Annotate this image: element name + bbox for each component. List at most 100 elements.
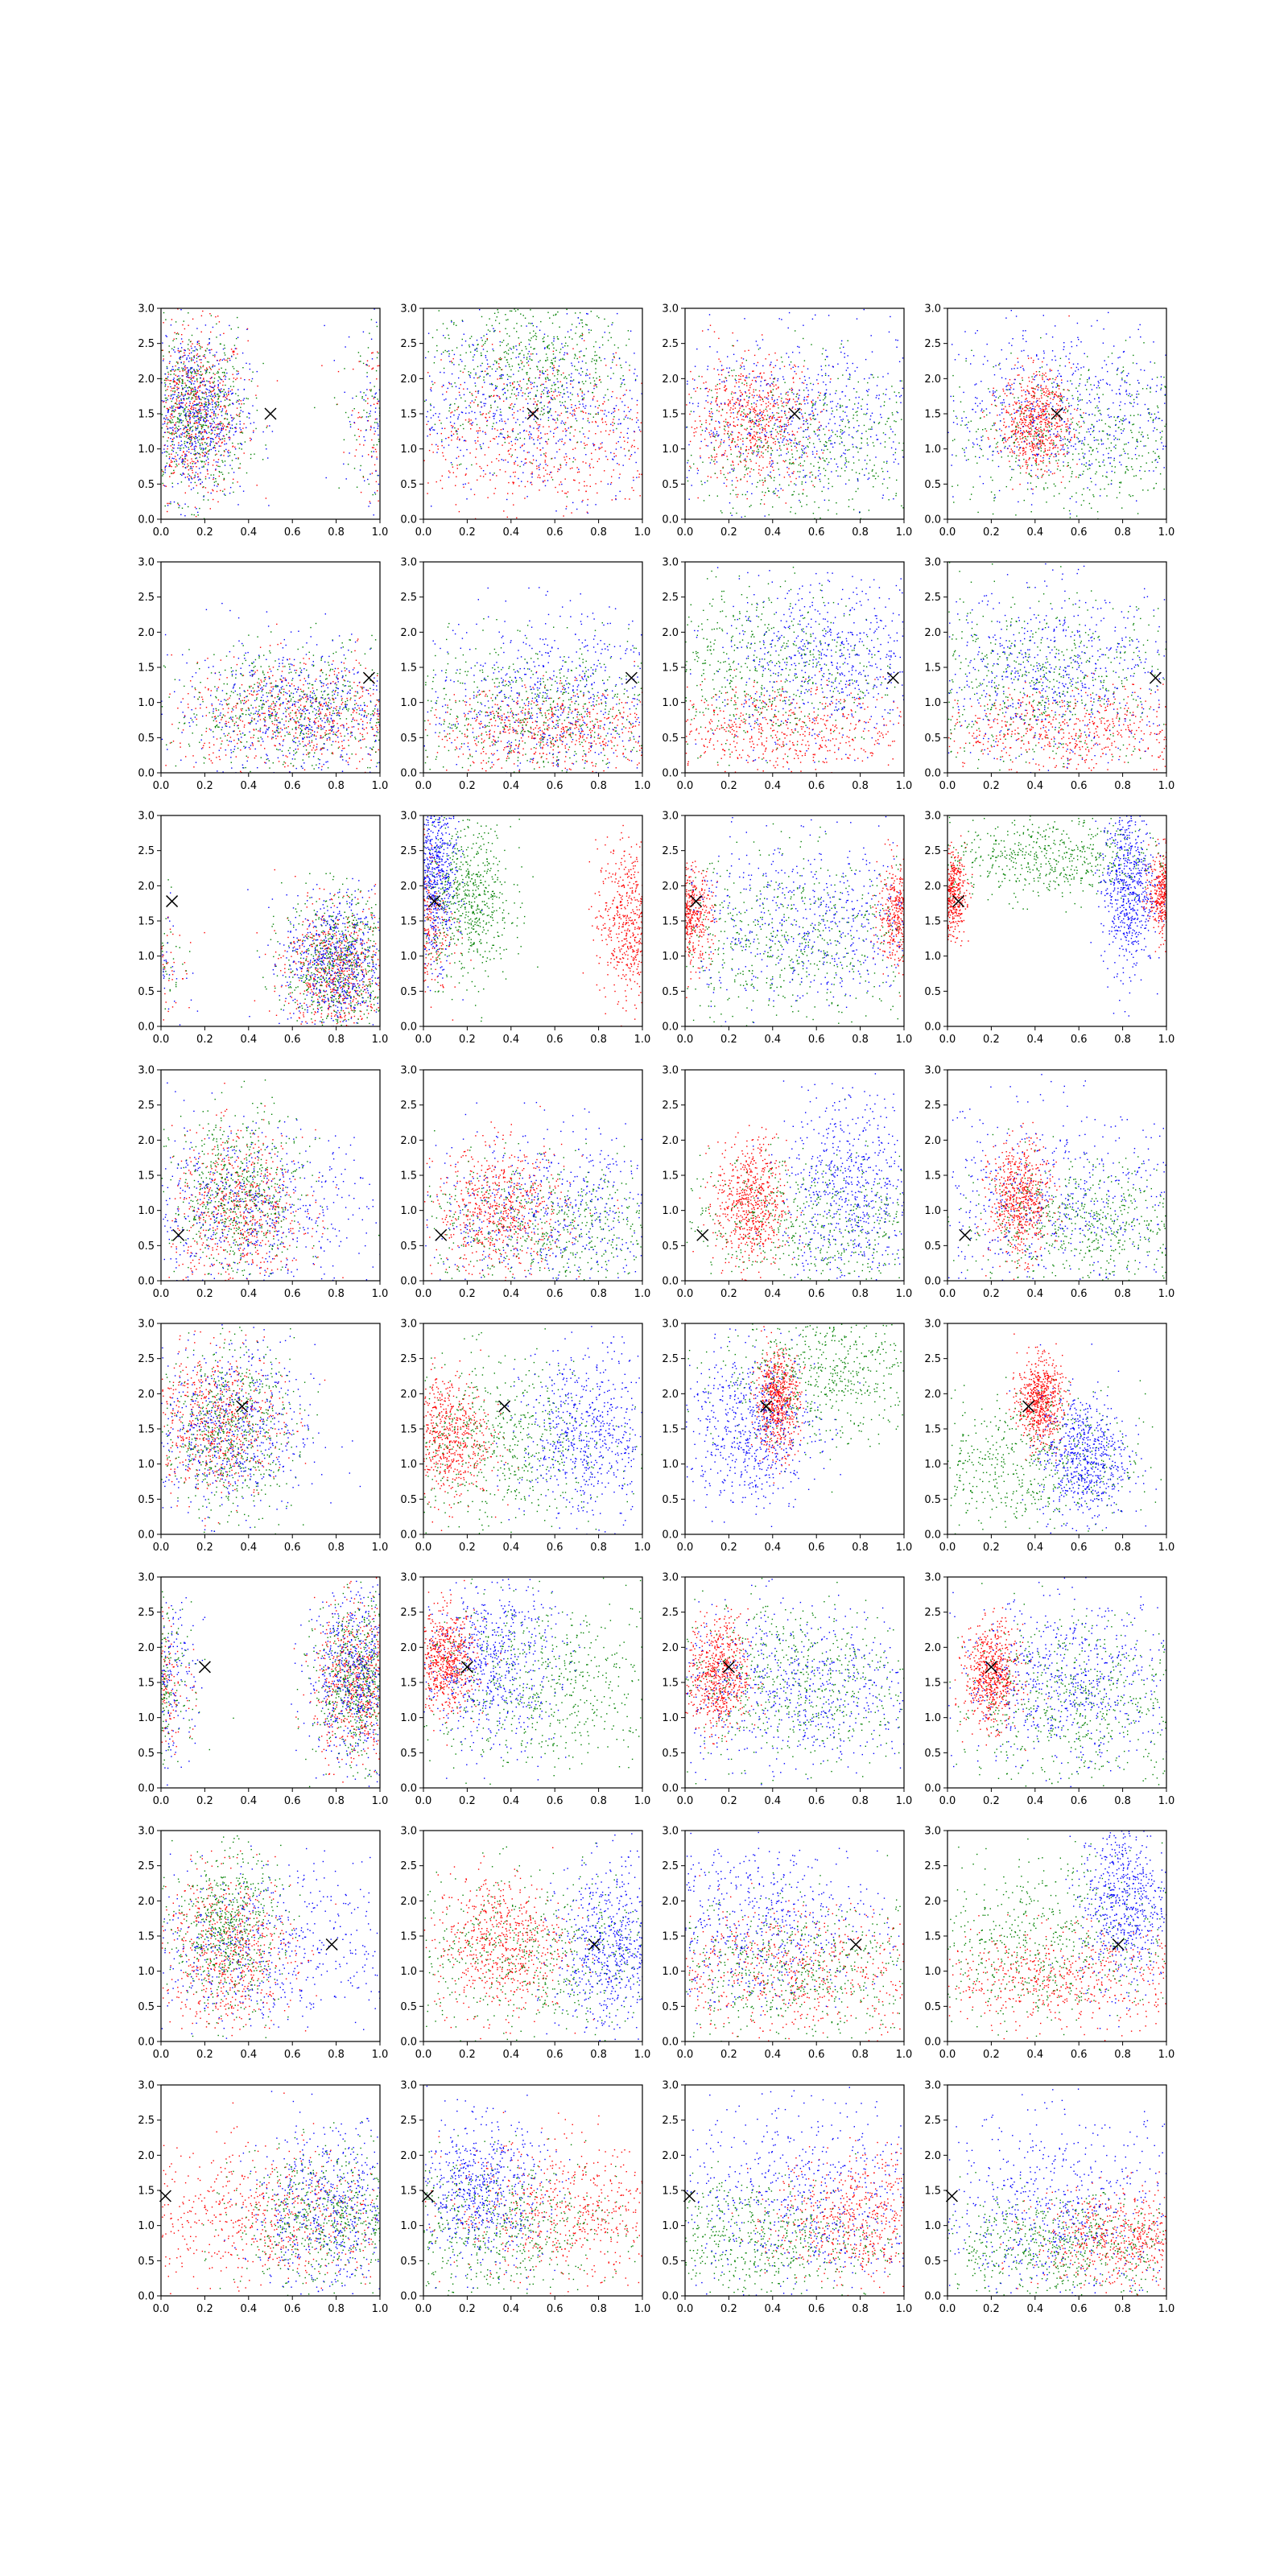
scatter-point xyxy=(211,411,213,414)
scatter-point xyxy=(366,420,369,422)
scatter-point xyxy=(485,398,486,400)
scatter-point xyxy=(377,398,378,400)
scatter-point xyxy=(563,372,564,374)
scatter-point xyxy=(209,444,211,446)
scatter-point xyxy=(741,382,743,384)
scatter-point xyxy=(170,369,171,372)
scatter-point xyxy=(221,429,223,431)
scatter-point xyxy=(194,390,196,392)
scatter-point xyxy=(761,469,762,471)
scatter-point xyxy=(449,407,451,409)
scatter-point xyxy=(433,429,436,431)
scatter-point xyxy=(443,351,444,353)
scatter-point xyxy=(552,398,554,401)
scatter-point xyxy=(791,449,793,451)
scatter-point xyxy=(217,441,220,443)
scatter-point xyxy=(508,375,510,378)
scatter-point xyxy=(179,357,180,359)
scatter-point xyxy=(469,402,472,404)
scatter-point xyxy=(490,404,492,407)
scatter-point xyxy=(597,407,599,409)
scatter-point xyxy=(427,420,429,423)
scatter-point xyxy=(749,506,750,508)
scatter-point xyxy=(175,407,177,408)
scatter-point xyxy=(603,397,605,398)
scatter-point xyxy=(194,400,196,402)
scatter-point xyxy=(196,391,198,393)
scatter-point xyxy=(193,460,195,463)
scatter-point xyxy=(179,381,180,382)
scatter-point xyxy=(462,320,464,322)
scatter-point xyxy=(197,373,199,374)
scatter-point xyxy=(192,465,194,468)
scatter-point xyxy=(506,436,509,439)
scatter-point xyxy=(581,371,584,373)
scatter-point xyxy=(768,421,770,423)
scatter-point xyxy=(618,464,620,465)
scatter-point xyxy=(186,429,188,431)
scatter-point xyxy=(792,378,794,379)
scatter-point xyxy=(185,419,188,421)
scatter-point xyxy=(168,465,170,468)
scatter-point xyxy=(780,434,782,436)
scatter-point xyxy=(638,473,641,475)
scatter-point xyxy=(165,399,167,402)
scatter-point xyxy=(506,516,508,518)
scatter-point xyxy=(513,483,514,485)
scatter-point xyxy=(219,334,221,336)
scatter-point xyxy=(732,375,733,377)
scatter-point xyxy=(235,457,237,460)
scatter-point xyxy=(548,391,551,393)
scatter-point xyxy=(520,325,522,327)
scatter-point xyxy=(526,374,528,375)
scatter-point xyxy=(792,351,794,353)
scatter-point xyxy=(584,436,586,438)
scatter-point xyxy=(370,451,373,452)
scatter-point xyxy=(799,471,801,473)
scatter-point xyxy=(866,438,869,440)
scatter-point xyxy=(427,372,429,374)
scatter-point xyxy=(178,444,180,446)
scatter-point xyxy=(592,345,595,348)
scatter-point xyxy=(548,401,551,402)
scatter-point xyxy=(269,425,270,427)
scatter-point xyxy=(215,395,217,398)
scatter-point xyxy=(524,458,526,460)
scatter-point xyxy=(741,411,743,413)
scatter-point xyxy=(200,359,202,361)
scatter-point xyxy=(566,462,568,464)
scatter-point xyxy=(165,415,167,417)
scatter-point xyxy=(191,375,192,377)
scatter-point xyxy=(185,371,188,373)
scatter-point xyxy=(167,445,168,447)
scatter-point xyxy=(857,407,859,409)
scatter-point xyxy=(605,423,608,426)
scatter-point xyxy=(791,445,792,447)
scatter-point xyxy=(873,464,875,466)
scatter-point xyxy=(795,513,796,514)
scatter-point xyxy=(533,330,535,332)
scatter-point xyxy=(587,504,588,506)
scatter-point xyxy=(363,392,365,394)
scatter-point xyxy=(901,419,902,420)
scatter-point xyxy=(753,450,755,452)
scatter-point xyxy=(216,336,217,338)
scatter-point xyxy=(810,423,811,425)
scatter-point xyxy=(221,359,223,361)
scatter-point xyxy=(204,424,206,426)
scatter-point xyxy=(848,448,850,451)
scatter-point xyxy=(558,391,559,393)
scatter-point xyxy=(375,407,377,409)
scatter-point xyxy=(507,435,509,436)
scatter-point xyxy=(844,470,846,472)
scatter-point xyxy=(457,428,459,430)
scatter-point xyxy=(594,354,596,357)
scatter-point xyxy=(185,384,188,386)
scatter-point xyxy=(485,355,486,357)
scatter-point xyxy=(502,340,505,341)
series-green xyxy=(161,312,380,519)
scatter-point xyxy=(523,429,526,431)
scatter-point xyxy=(228,449,229,452)
scatter-point xyxy=(882,376,884,378)
scatter-point xyxy=(177,454,179,456)
